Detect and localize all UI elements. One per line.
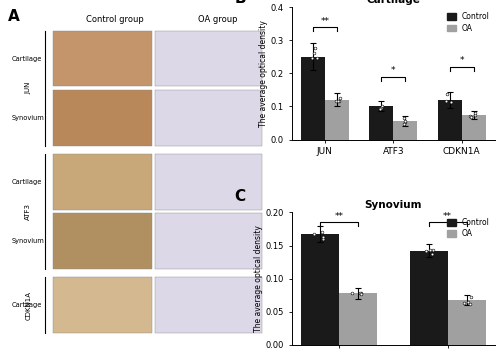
Title: Synovium: Synovium xyxy=(364,200,422,210)
Text: JUN: JUN xyxy=(26,82,32,94)
Text: A: A xyxy=(8,9,20,24)
Text: C: C xyxy=(234,189,246,203)
Point xyxy=(460,300,468,306)
FancyBboxPatch shape xyxy=(53,277,152,333)
FancyBboxPatch shape xyxy=(53,31,152,87)
Point xyxy=(400,121,407,127)
Point xyxy=(466,301,473,306)
Point xyxy=(470,111,478,116)
Point xyxy=(348,290,356,296)
Point xyxy=(422,248,430,253)
Point xyxy=(320,237,328,242)
Point xyxy=(319,234,327,239)
Point xyxy=(334,98,342,104)
Text: B: B xyxy=(234,0,246,6)
Point xyxy=(400,115,407,121)
Point xyxy=(467,114,475,119)
Point xyxy=(308,55,316,61)
Point xyxy=(446,99,454,105)
Point xyxy=(400,118,408,124)
Text: Cartilage: Cartilage xyxy=(12,179,42,185)
Text: **: ** xyxy=(334,212,344,221)
Legend: Control, OA: Control, OA xyxy=(445,216,491,240)
FancyBboxPatch shape xyxy=(154,277,262,333)
Y-axis label: The average optical density: The average optical density xyxy=(254,225,263,332)
Point xyxy=(442,98,450,103)
Point xyxy=(312,55,320,61)
Point xyxy=(376,106,384,112)
Point xyxy=(356,290,364,296)
Bar xyxy=(448,300,486,345)
Bar xyxy=(462,115,486,139)
Text: **: ** xyxy=(320,17,330,26)
Point xyxy=(426,247,434,252)
FancyBboxPatch shape xyxy=(53,90,152,146)
Text: *: * xyxy=(391,66,396,75)
Point xyxy=(466,114,474,119)
FancyBboxPatch shape xyxy=(154,90,262,146)
Point xyxy=(446,99,454,105)
Point xyxy=(376,105,384,111)
Text: **: ** xyxy=(443,212,452,221)
Point xyxy=(428,247,436,253)
Text: Control group: Control group xyxy=(86,15,144,25)
Point xyxy=(310,45,318,51)
Text: Cartilage: Cartilage xyxy=(12,302,42,308)
Point xyxy=(318,230,326,235)
Point xyxy=(332,98,340,104)
Point xyxy=(310,232,318,237)
Text: CDKN1A: CDKN1A xyxy=(26,291,32,320)
Bar xyxy=(301,234,339,345)
Point xyxy=(428,251,436,257)
FancyBboxPatch shape xyxy=(53,154,152,210)
Point xyxy=(402,119,409,125)
Point xyxy=(358,290,366,296)
Y-axis label: The average optical density: The average optical density xyxy=(259,20,268,127)
Text: OA group: OA group xyxy=(198,15,237,25)
Text: Synovium: Synovium xyxy=(12,115,44,121)
Text: Cartilage: Cartilage xyxy=(12,56,42,62)
Bar xyxy=(325,100,349,139)
Point xyxy=(378,103,386,109)
Point xyxy=(464,299,472,305)
Text: ATF3: ATF3 xyxy=(26,203,32,220)
Point xyxy=(310,50,318,56)
Bar xyxy=(410,251,448,345)
Point xyxy=(470,112,478,118)
Title: Cartilage: Cartilage xyxy=(366,0,420,5)
Bar xyxy=(370,106,394,139)
FancyBboxPatch shape xyxy=(154,213,262,269)
FancyBboxPatch shape xyxy=(154,31,262,87)
Bar xyxy=(301,57,325,139)
Text: *: * xyxy=(460,56,464,65)
Point xyxy=(467,294,475,300)
Text: Synovium: Synovium xyxy=(12,238,44,244)
FancyBboxPatch shape xyxy=(154,154,262,210)
Legend: Control, OA: Control, OA xyxy=(445,11,491,34)
Point xyxy=(443,91,451,96)
Bar xyxy=(438,100,462,139)
Point xyxy=(357,291,365,296)
Bar xyxy=(394,121,417,139)
Point xyxy=(376,106,384,111)
Point xyxy=(336,95,344,101)
FancyBboxPatch shape xyxy=(53,213,152,269)
Bar xyxy=(339,293,377,345)
Point xyxy=(334,98,342,104)
